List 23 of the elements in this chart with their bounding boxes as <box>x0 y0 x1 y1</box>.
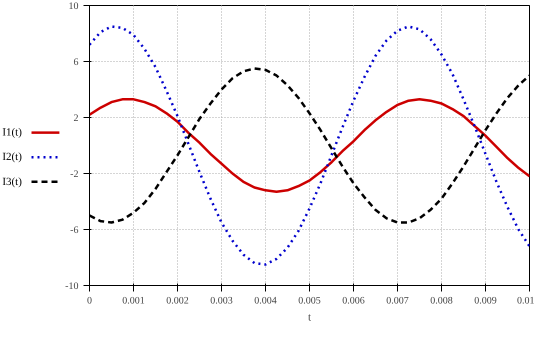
x-axis-title: t <box>308 312 312 324</box>
line-series <box>90 25 530 266</box>
y-tick-label: -10 <box>65 281 79 292</box>
y-tick-label: 6 <box>74 57 78 68</box>
legend-label: I1(t) <box>2 126 22 139</box>
x-tick-label: 0.009 <box>474 296 497 306</box>
x-tick-label: 0.006 <box>342 296 365 306</box>
y-tick-label: 10 <box>68 1 78 12</box>
legend-label: I2(t) <box>2 151 22 164</box>
line-series <box>90 98 530 193</box>
x-tick-label: 0.005 <box>298 296 321 306</box>
x-tick-label: 0.01 <box>517 296 534 306</box>
x-tick-label: 0.003 <box>210 296 233 306</box>
legend-label: I3(t) <box>2 176 22 188</box>
y-tick-label: -2 <box>70 169 79 180</box>
y-tick-label: 2 <box>74 113 78 124</box>
x-tick-label: 0.008 <box>430 296 453 306</box>
x-tick-label: 0.007 <box>386 296 409 306</box>
x-tick-label: 0.004 <box>254 296 277 306</box>
x-tick-label: 0.001 <box>122 296 145 306</box>
x-tick-label: 0 <box>87 296 92 306</box>
y-tick-label: -6 <box>70 225 79 236</box>
x-tick-label: 0.002 <box>166 296 189 306</box>
